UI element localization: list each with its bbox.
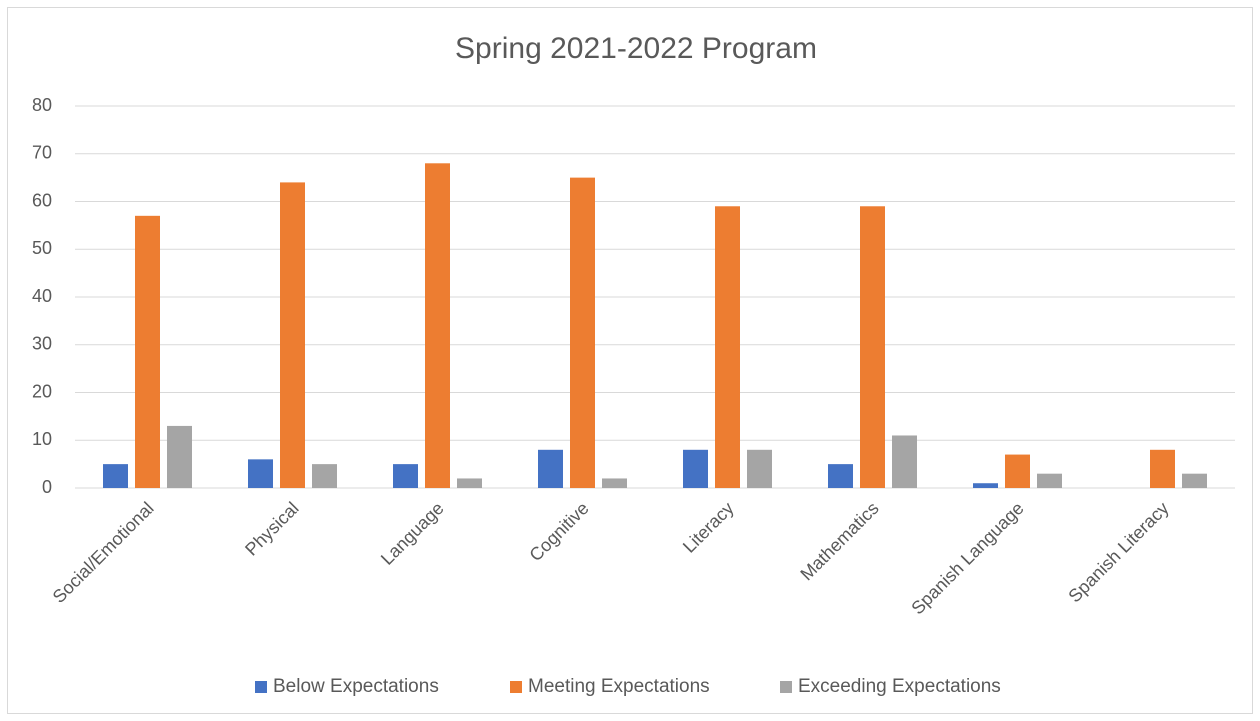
bar [135,215,160,488]
legend-label: Meeting Expectations [528,676,710,697]
bar [973,483,998,488]
y-tick-label: 80 [32,95,52,115]
bar [683,449,708,488]
y-tick-label: 60 [32,190,52,210]
y-tick-label: 40 [32,286,52,306]
bar [1005,454,1030,488]
y-tick-label: 70 [32,143,52,163]
bar [747,449,772,488]
bar [280,182,305,488]
bar [570,177,595,488]
bar [1037,473,1062,488]
y-tick-label: 20 [32,381,52,401]
bar [103,464,128,488]
bar [425,163,450,489]
bar [312,464,337,488]
legend-label: Exceeding Expectations [798,676,1001,697]
bar [892,435,917,488]
bar [248,459,273,488]
bar [1150,449,1175,488]
bar [828,464,853,488]
legend-swatch [255,681,267,693]
legend-swatch [510,681,522,693]
chart-frame [7,7,1253,714]
bar [715,206,740,488]
y-tick-label: 30 [32,334,52,354]
bar [860,206,885,488]
bar [457,478,482,488]
y-tick-label: 10 [32,429,52,449]
legend-label: Below Expectations [273,676,439,697]
bar [538,449,563,488]
y-tick-label: 50 [32,238,52,258]
bar [1182,473,1207,488]
chart-title: Spring 2021-2022 Program [455,32,817,65]
bar [167,425,192,488]
bar [602,478,627,488]
bar [393,464,418,488]
legend-swatch [780,681,792,693]
y-tick-label: 0 [42,477,52,497]
